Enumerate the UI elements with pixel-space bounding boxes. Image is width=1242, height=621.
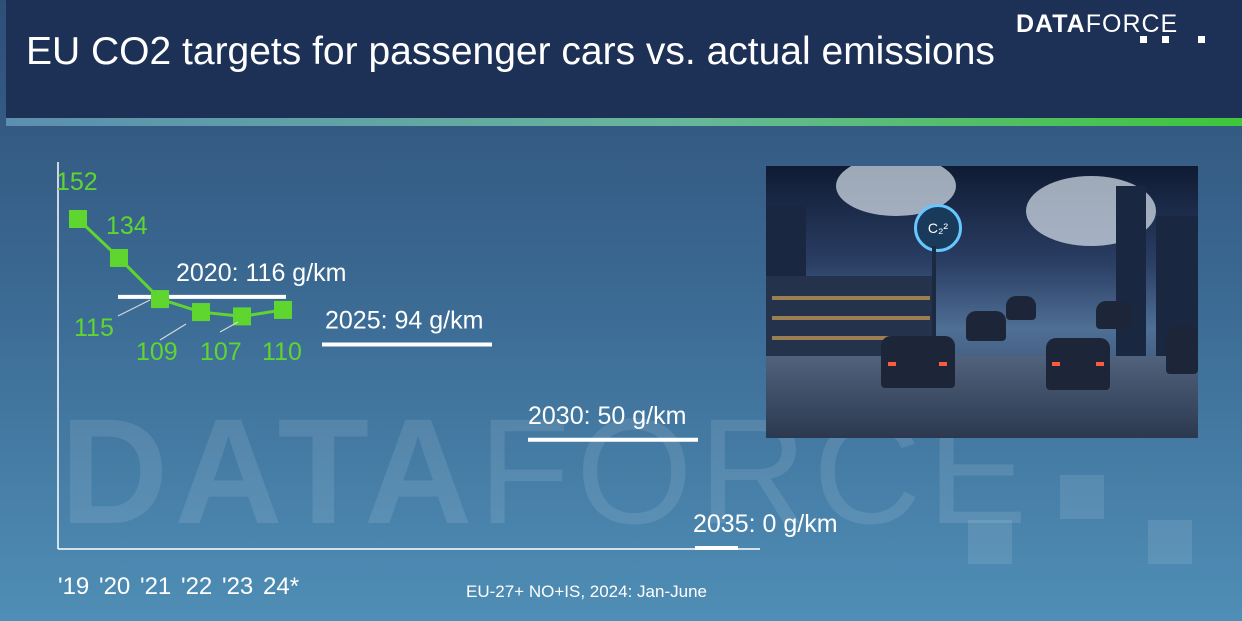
data-point-'22	[192, 303, 210, 322]
data-label-leader	[219, 321, 239, 333]
dataforce-logo: DATAFORCE	[1016, 10, 1178, 39]
lit-windows	[772, 336, 930, 340]
accent-stripe	[6, 118, 1242, 126]
data-point-24*	[274, 300, 292, 319]
data-point-'21	[151, 290, 169, 309]
car	[966, 311, 1006, 341]
car-taillight	[1096, 362, 1104, 366]
car-taillight	[1052, 362, 1060, 366]
data-point-'19	[69, 210, 87, 228]
watermark-square	[1060, 475, 1104, 519]
lit-windows	[772, 296, 930, 300]
x-tick-label: '23	[222, 573, 253, 600]
logo-dot	[1198, 36, 1205, 43]
logo-dots	[1140, 36, 1220, 48]
logo-bold-text: DATA	[1016, 10, 1086, 38]
car	[1006, 296, 1036, 320]
lit-windows	[772, 316, 930, 320]
data-label-leader	[117, 299, 151, 317]
x-tick-label: '19	[58, 573, 89, 600]
data-label-'20: 134	[106, 212, 148, 240]
logo-light-text: FORCE	[1085, 10, 1179, 38]
road	[766, 356, 1198, 438]
data-label-'22: 109	[136, 338, 178, 366]
target-2030-label: 2030: 50 g/km	[528, 402, 686, 430]
x-tick-label: '22	[181, 573, 212, 600]
target-2020-label: 2020: 116 g/km	[176, 259, 346, 287]
x-tick-label: '21	[140, 573, 171, 600]
logo-dot	[1140, 36, 1147, 43]
target-2025-label: 2025: 94 g/km	[325, 307, 483, 335]
watermark-bold: DATA	[60, 387, 479, 555]
co2-sign: C₂²	[914, 204, 962, 252]
watermark-square	[968, 520, 1012, 564]
car	[1096, 301, 1132, 329]
data-point-'20	[110, 248, 128, 267]
watermark-logo: DATAFORCE	[60, 385, 1033, 558]
x-tick-label: 24*	[263, 573, 299, 600]
watermark-square	[1148, 520, 1192, 564]
traffic-emissions-photo: C₂²	[766, 166, 1198, 438]
target-2035-label: 2035: 0 g/km	[693, 510, 838, 538]
car	[1166, 326, 1198, 374]
logo-dot	[1162, 36, 1169, 43]
data-label-leader	[159, 323, 187, 341]
footnote: EU-27+ NO+IS, 2024: Jan-June	[466, 582, 707, 601]
data-label-'21: 115	[74, 314, 114, 342]
x-tick-label: '20	[99, 573, 130, 600]
header-bar: EU CO2 targets for passenger cars vs. ac…	[6, 0, 1242, 118]
car-taillight	[888, 362, 896, 366]
data-point-'23	[233, 307, 251, 326]
data-label-'19: 152	[56, 168, 98, 196]
page-title: EU CO2 targets for passenger cars vs. ac…	[26, 30, 995, 73]
data-label-24*: 110	[262, 338, 302, 366]
sign-pole	[932, 246, 936, 336]
car-taillight	[939, 362, 947, 366]
data-label-'23: 107	[200, 338, 242, 366]
